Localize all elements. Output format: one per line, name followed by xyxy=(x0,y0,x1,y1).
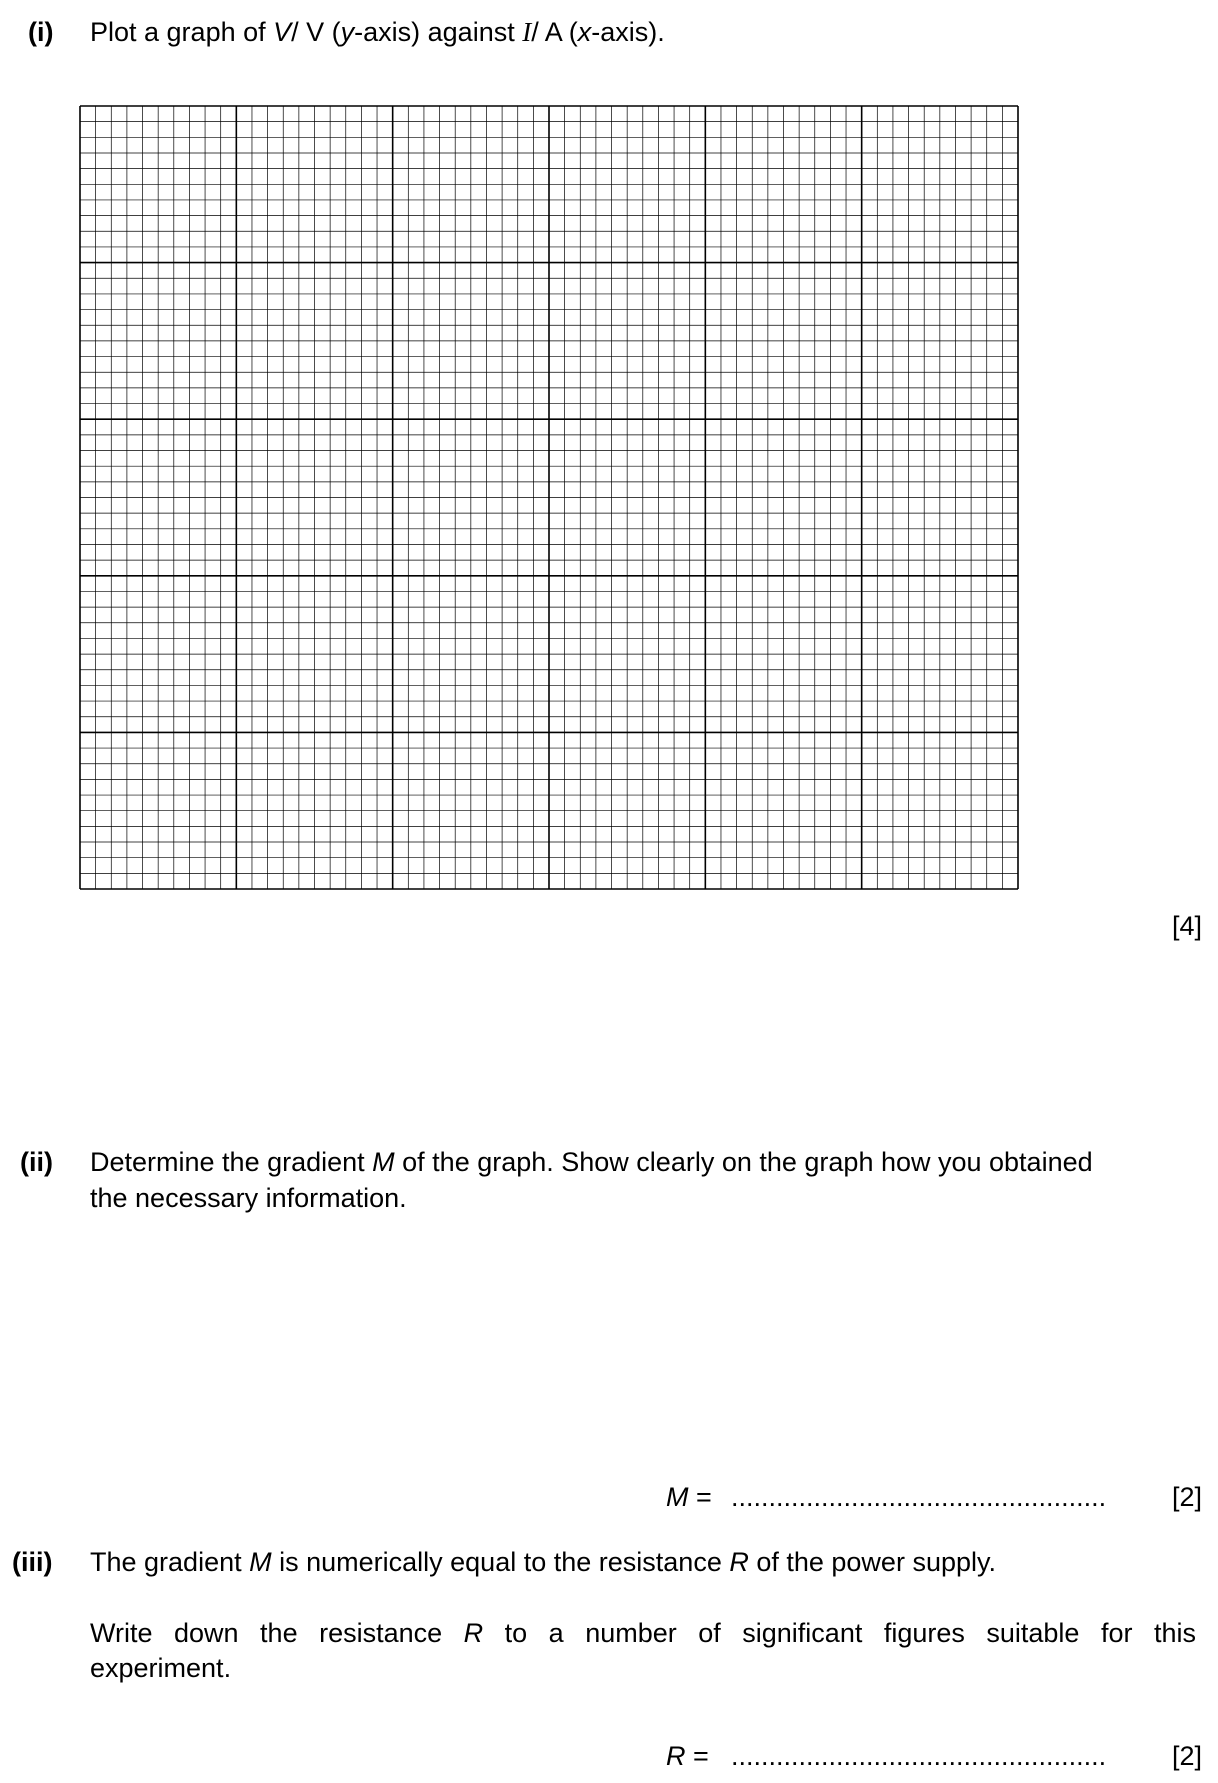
gradient-answer-label: M = xyxy=(666,1481,712,1513)
part-i-text-b: / V ( xyxy=(291,17,341,47)
part-ii-line-2: the necessary information. xyxy=(90,1183,407,1213)
gradient-symbol-2: M xyxy=(249,1547,272,1577)
part-iii-marks: [2] xyxy=(1171,1741,1202,1771)
part-iii-line-3: experiment. xyxy=(90,1653,232,1683)
resistance-answer-symbol: R xyxy=(666,1741,686,1771)
gradient-answer-field[interactable]: ........................................… xyxy=(731,1482,1107,1512)
resistance-answer-equals: = xyxy=(685,1741,709,1771)
part-ii-line-1: Determine the gradient M of the graph. S… xyxy=(90,1146,1093,1178)
part-i-text-e: -axis). xyxy=(591,17,665,47)
part-ii-text-a: Determine the gradient xyxy=(90,1147,373,1177)
part-i-text-c: -axis) against xyxy=(354,17,523,47)
part-i-number: (i) xyxy=(28,17,54,47)
y-axis-letter: y xyxy=(340,17,355,47)
part-i-text-a: Plot a graph of xyxy=(90,17,274,47)
part-i-instruction: Plot a graph of V/ V (y-axis) against I/… xyxy=(90,16,665,48)
part-iii-line-2: Write down the resistance R to a number … xyxy=(90,1617,1196,1649)
part-iii-text-c: of the power supply. xyxy=(748,1547,996,1577)
resistance-symbol-2: R xyxy=(463,1618,484,1648)
resistance-answer-label: R = xyxy=(666,1740,709,1772)
part-ii-text-b: of the graph. Show clearly on the graph … xyxy=(394,1147,1093,1177)
part-i-marks: [4] xyxy=(1171,911,1202,941)
graph-paper-grid[interactable] xyxy=(79,105,1019,890)
part-iii-line-1: The gradient M is numerically equal to t… xyxy=(90,1546,996,1578)
x-axis-letter: x xyxy=(577,17,592,47)
part-ii-number: (ii) xyxy=(20,1147,53,1177)
voltage-symbol: V xyxy=(273,17,292,47)
current-symbol: I xyxy=(522,17,532,47)
part-iii-text-a: The gradient xyxy=(90,1547,250,1577)
part-ii-marks: [2] xyxy=(1171,1482,1202,1512)
resistance-answer-field[interactable]: ........................................… xyxy=(731,1741,1107,1771)
part-iii-number: (iii) xyxy=(12,1547,53,1577)
resistance-symbol: R xyxy=(729,1547,749,1577)
gradient-symbol: M xyxy=(372,1147,395,1177)
part-i-text-d: / A ( xyxy=(531,17,578,47)
part-iii-text-d: Write down the resistance xyxy=(90,1618,464,1648)
gradient-answer-equals: = xyxy=(688,1482,712,1512)
part-iii-text-b: is numerically equal to the resistance xyxy=(271,1547,730,1577)
part-iii-text-e: to a number of significant figures suita… xyxy=(483,1618,1196,1648)
gradient-answer-symbol: M xyxy=(666,1482,689,1512)
